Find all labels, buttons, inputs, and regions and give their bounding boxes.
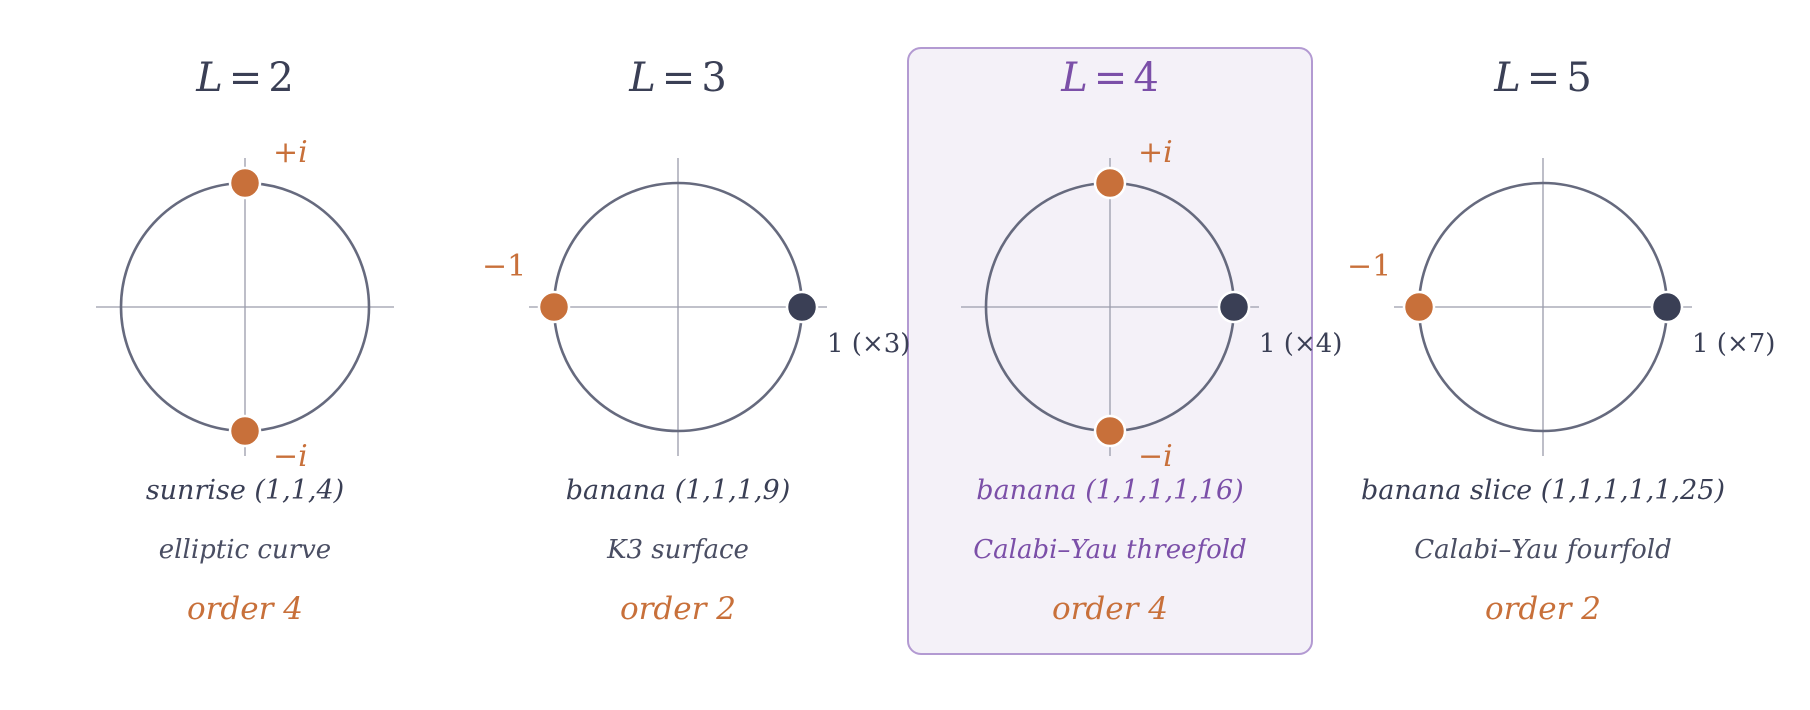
panel-3-name: banana (1,1,1,1,16)	[976, 475, 1244, 506]
root-point	[228, 166, 262, 200]
root-point	[228, 414, 262, 448]
title-equals: =	[661, 55, 696, 101]
root-point	[1402, 290, 1436, 324]
root-point	[1093, 166, 1127, 200]
title-variable: L	[196, 55, 223, 101]
title-equals: =	[1093, 55, 1128, 101]
title-variable: L	[1061, 55, 1088, 101]
panel-1-order: order 4	[186, 591, 304, 627]
panel-4-title: L = 5	[1323, 55, 1763, 101]
panel-2-kind: K3 surface	[607, 535, 749, 565]
panel-1-kind: elliptic curve	[158, 535, 332, 565]
panel-4-name: banana slice (1,1,1,1,1,25)	[1361, 475, 1725, 506]
panel-3-order: order 4	[1051, 591, 1169, 627]
root-label: 1 (×7)	[1692, 329, 1776, 359]
root-label: 1 (×3)	[827, 329, 911, 359]
panel-2-name: banana (1,1,1,9)	[565, 475, 791, 506]
root-label: +i	[1138, 135, 1173, 170]
title-variable: L	[629, 55, 656, 101]
title-number: 4	[1133, 55, 1159, 101]
root-point	[785, 290, 819, 324]
panel-1-name: sunrise (1,1,4)	[145, 475, 345, 506]
root-label: +i	[273, 135, 308, 170]
root-point	[1093, 414, 1127, 448]
panel-2-order: order 2	[619, 591, 737, 627]
panel-2-title: L = 3	[458, 55, 898, 101]
title-number: 5	[1566, 55, 1592, 101]
title-variable: L	[1494, 55, 1521, 101]
root-label: −i	[273, 439, 308, 474]
root-label: 1 (×4)	[1259, 329, 1343, 359]
root-point	[537, 290, 571, 324]
title-number: 3	[701, 55, 727, 101]
root-label: −i	[1138, 439, 1173, 474]
panel-3-title: L = 4	[890, 55, 1330, 101]
title-equals: =	[1526, 55, 1561, 101]
root-point	[1217, 290, 1251, 324]
panel-4-kind: Calabi–Yau fourfold	[1414, 535, 1672, 565]
root-label: −1	[482, 249, 527, 284]
root-label: −1	[1347, 249, 1392, 284]
title-number: 2	[268, 55, 294, 101]
root-point	[1650, 290, 1684, 324]
title-equals: =	[228, 55, 263, 101]
panel-3-kind: Calabi–Yau threefold	[973, 535, 1247, 565]
panel-1-title: L = 2	[25, 55, 465, 101]
panel-4-order: order 2	[1484, 591, 1602, 627]
